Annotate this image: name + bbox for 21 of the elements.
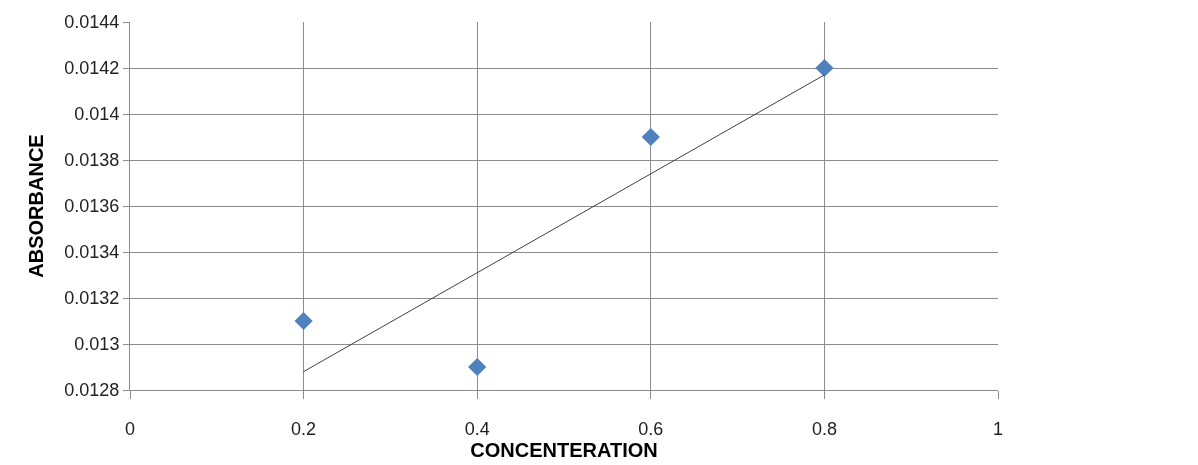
point <box>468 357 487 377</box>
y-tick-label: 0.0134 <box>64 242 120 263</box>
point <box>641 127 660 147</box>
x-tick-label: 0.6 <box>638 418 664 439</box>
y-tick-label: 0.013 <box>74 334 120 355</box>
y-tick-label: 0.0142 <box>64 58 120 79</box>
y-tick-label: 0.014 <box>74 104 120 125</box>
y-tick-label: 0.0138 <box>64 150 120 171</box>
point <box>815 58 834 78</box>
x-tick-label: 0.2 <box>291 418 317 439</box>
x-tick-label: 0.4 <box>464 418 490 439</box>
x-tick-label: 0.8 <box>811 418 837 439</box>
y-tick-label: 0.0144 <box>64 12 120 33</box>
y-tick-label: 0.0132 <box>64 288 120 309</box>
point <box>294 311 313 331</box>
x-tick-label: 0 <box>124 418 136 439</box>
y-tick-label: 0.0128 <box>64 380 120 401</box>
x-tick-label: 1 <box>992 418 1004 439</box>
x-axis-title: CONCENTERATION <box>470 438 658 461</box>
y-axis-title: ABSORBANCE <box>24 134 47 278</box>
y-tick-label: 0.0136 <box>64 196 120 217</box>
